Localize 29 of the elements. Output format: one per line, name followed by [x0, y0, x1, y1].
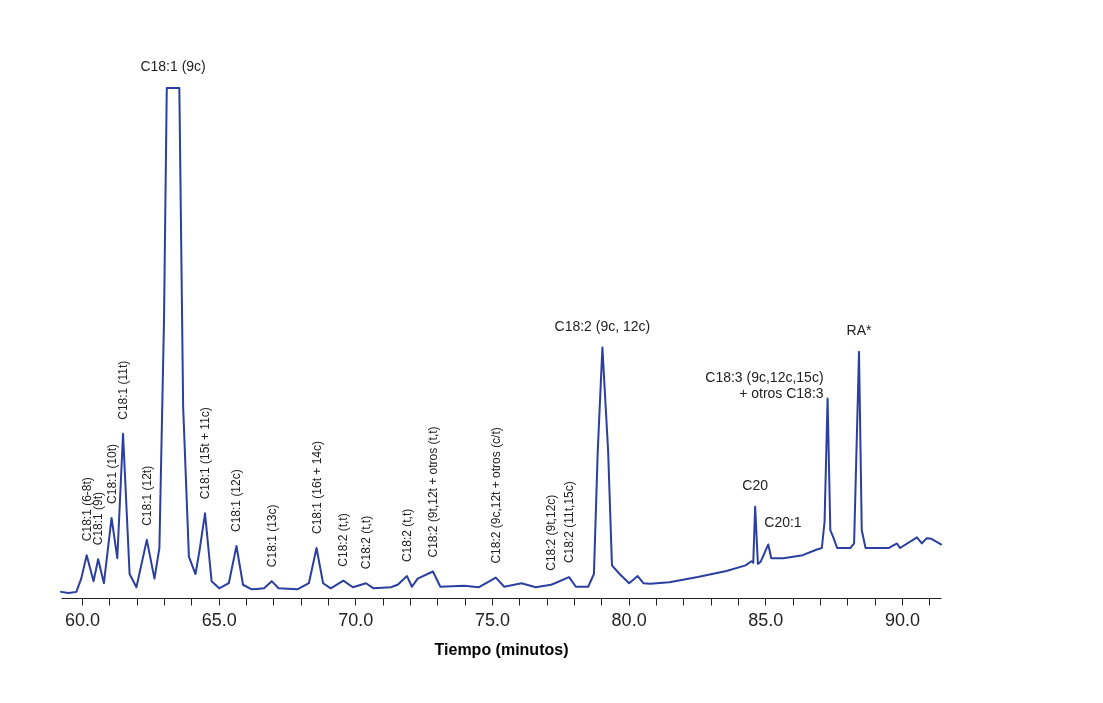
annotation: C18:2 (9t,12c) [544, 494, 559, 571]
annotation: C18:2 (t,t) [399, 508, 414, 563]
x-tick-label: 60.0 [65, 609, 101, 630]
annotation: C18:1 (9c) [140, 58, 206, 74]
annotation: C18:3 (9c,12c,15c) + otros C18:3 [705, 368, 824, 401]
x-axis-title: Tiempo (minutos) [434, 640, 569, 658]
x-tick-label: 75.0 [474, 609, 510, 630]
x-tick-label: 85.0 [748, 609, 784, 630]
x-tick-label: 80.0 [611, 609, 647, 630]
annotation: C18:1 (6-8t) [79, 477, 94, 542]
annotation: C18:2 (11t,15c) [562, 481, 577, 564]
annotation: C20 [742, 476, 769, 493]
annotation: C18:1 (12t) [139, 465, 154, 526]
annotation: C18:2 (t,t) [336, 513, 351, 567]
annotation: C18:1 (11t) [116, 360, 131, 420]
annotation: C18:1 (16t + 14c) [309, 440, 324, 535]
annotation: C18:1 (13c) [264, 504, 279, 568]
annotation: C18:2 (9t,12t + otros (t,t) [425, 426, 440, 558]
x-tick-label: 90.0 [884, 609, 920, 630]
annotation: C18:1 (15t + 11c) [198, 407, 213, 500]
annotation: C18:2 (t,t) [358, 515, 373, 570]
annotation: C18:2 (9c,12t + otros (c/t) [488, 427, 503, 564]
annotation: C20:1 [764, 514, 802, 531]
annotation: C18:2 (9c, 12c) [554, 317, 651, 334]
annotation: C18:1 (10t) [104, 443, 119, 504]
x-tick-label: 65.0 [201, 609, 237, 630]
annotation: RA* [846, 321, 873, 338]
annotation: C18:1 (12c) [229, 469, 244, 532]
x-tick-label: 70.0 [338, 609, 374, 630]
